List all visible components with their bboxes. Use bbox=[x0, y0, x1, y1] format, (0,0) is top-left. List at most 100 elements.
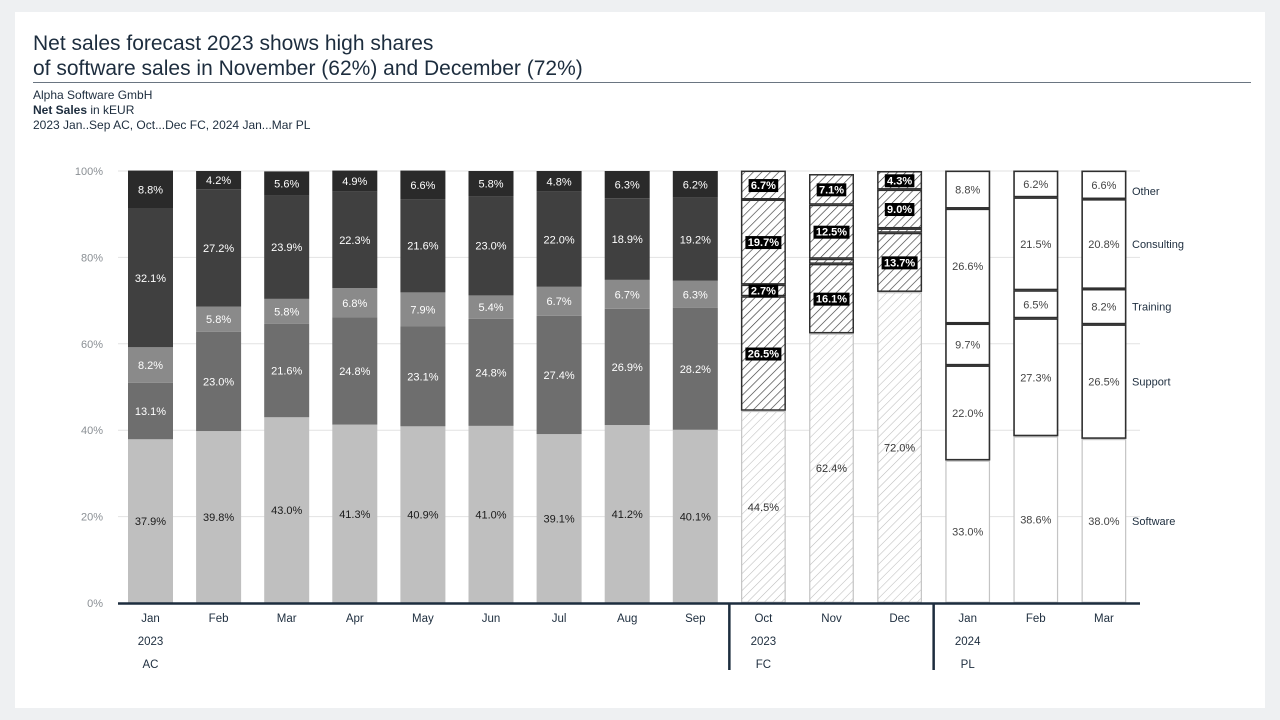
data-label: 23.1% bbox=[407, 371, 438, 383]
bar-segment bbox=[196, 431, 242, 603]
data-label-box bbox=[884, 203, 915, 217]
chart-title-line-1: Net sales forecast 2023 shows high share… bbox=[33, 32, 434, 55]
bar-segment bbox=[400, 170, 446, 200]
data-label: 26.5% bbox=[748, 349, 779, 361]
measure-name: Net Sales bbox=[33, 103, 88, 117]
data-label: 26.6% bbox=[952, 261, 983, 273]
data-label: 6.8% bbox=[342, 298, 367, 310]
legend-label: Support bbox=[1132, 377, 1171, 389]
data-label-box bbox=[813, 292, 850, 306]
data-label: 62.4% bbox=[816, 463, 847, 475]
y-tick-label: 0% bbox=[87, 598, 103, 610]
x-tick-label: Feb bbox=[1026, 613, 1046, 625]
data-label: 27.4% bbox=[543, 370, 574, 382]
x-tick-label: Jul bbox=[552, 613, 567, 625]
bar-segment bbox=[536, 171, 582, 192]
data-label: 21.6% bbox=[271, 366, 302, 378]
x-tick-label: Jun bbox=[482, 613, 501, 625]
bar-segment bbox=[604, 425, 650, 603]
x-tick-label: Mar bbox=[277, 613, 297, 625]
data-label: 5.4% bbox=[478, 302, 503, 314]
data-label: 6.3% bbox=[683, 289, 708, 301]
bar-segment bbox=[672, 171, 718, 198]
data-label: 6.5% bbox=[1023, 299, 1048, 311]
legend-label: Software bbox=[1132, 516, 1175, 528]
x-tick-label: Oct bbox=[754, 613, 773, 625]
data-label: 72.0% bbox=[884, 442, 915, 454]
data-label: 2.7% bbox=[751, 285, 776, 297]
y-tick-label: 40% bbox=[81, 425, 103, 437]
y-tick-label: 100% bbox=[75, 166, 103, 178]
bar-segment bbox=[468, 196, 514, 296]
y-tick-label: 80% bbox=[81, 252, 103, 264]
bar-segment bbox=[196, 189, 242, 307]
group-scenario-label: PL bbox=[961, 659, 976, 671]
data-label: 39.1% bbox=[543, 514, 574, 526]
bar-segment bbox=[196, 171, 242, 190]
data-label: 8.2% bbox=[1091, 302, 1116, 314]
data-label: 5.8% bbox=[206, 314, 231, 326]
bar-segment bbox=[1013, 197, 1059, 291]
data-label: 40.9% bbox=[407, 510, 438, 522]
chart-title-line-2: of software sales in November (62%) and … bbox=[33, 57, 583, 80]
x-tick-label: Mar bbox=[1094, 613, 1114, 625]
x-tick-label: Feb bbox=[209, 613, 229, 625]
bar-segment bbox=[332, 288, 378, 318]
bar-segment bbox=[945, 323, 991, 366]
data-label-box bbox=[748, 179, 779, 193]
data-label: 6.7% bbox=[547, 296, 572, 308]
bar-segment bbox=[809, 258, 854, 264]
data-label: 41.0% bbox=[475, 509, 506, 521]
data-label: 5.8% bbox=[478, 179, 503, 191]
x-tick-label: Dec bbox=[889, 613, 910, 625]
data-label: 20.8% bbox=[1088, 239, 1119, 251]
bar-segment bbox=[672, 429, 718, 603]
data-label: 39.8% bbox=[203, 512, 234, 524]
bar-segment bbox=[196, 306, 242, 332]
data-label: 24.8% bbox=[475, 367, 506, 379]
bar-segment bbox=[468, 318, 514, 426]
data-label: 8.8% bbox=[955, 185, 980, 197]
data-label: 9.7% bbox=[955, 339, 980, 351]
data-label: 5.8% bbox=[274, 306, 299, 318]
data-label: 4.3% bbox=[887, 175, 912, 187]
bar-segment bbox=[945, 365, 991, 461]
period-line: 2023 Jan..Sep AC, Oct...Dec FC, 2024 Jan… bbox=[33, 118, 311, 132]
bar-segment bbox=[332, 424, 378, 603]
data-label: 23.9% bbox=[271, 242, 302, 254]
bar-segment bbox=[264, 171, 310, 196]
data-label: 6.6% bbox=[1091, 180, 1116, 192]
bar-segment bbox=[604, 171, 650, 199]
data-label: 37.9% bbox=[135, 516, 166, 528]
measure-line: Net Sales in kEUR bbox=[33, 103, 310, 118]
bar-segment bbox=[672, 307, 718, 430]
data-label: 13.7% bbox=[884, 257, 915, 269]
bar-segment bbox=[1081, 288, 1127, 325]
x-tick-label: Nov bbox=[821, 613, 842, 625]
data-label: 6.7% bbox=[751, 180, 776, 192]
group-scenario-label: FC bbox=[756, 659, 771, 671]
data-label: 26.5% bbox=[1088, 377, 1119, 389]
group-scenario-label: AC bbox=[143, 659, 159, 671]
data-label: 6.2% bbox=[1023, 179, 1048, 191]
data-label-box bbox=[881, 256, 918, 270]
data-label: 5.6% bbox=[274, 179, 299, 191]
data-label: 4.9% bbox=[342, 176, 367, 188]
data-label: 23.0% bbox=[475, 241, 506, 253]
data-label-box bbox=[884, 174, 915, 188]
x-tick-label: Aug bbox=[617, 613, 637, 625]
data-label: 43.0% bbox=[271, 505, 302, 517]
bar-segment bbox=[332, 191, 378, 289]
data-label: 9.0% bbox=[887, 204, 912, 216]
bar-segment bbox=[264, 298, 310, 324]
bar-segment bbox=[128, 208, 173, 348]
chart-subtitle: Alpha Software GmbH Net Sales in kEUR 20… bbox=[33, 88, 310, 133]
bar-segment bbox=[264, 417, 310, 603]
data-label-box bbox=[745, 236, 782, 250]
bar-segment bbox=[400, 199, 446, 293]
bar-segment bbox=[1013, 290, 1059, 319]
bar-segment bbox=[400, 326, 446, 427]
chart-title: Net sales forecast 2023 shows high share… bbox=[33, 31, 583, 81]
x-tick-label: Apr bbox=[346, 613, 364, 625]
